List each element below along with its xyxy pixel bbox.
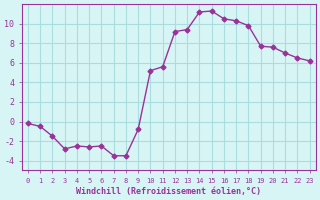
X-axis label: Windchill (Refroidissement éolien,°C): Windchill (Refroidissement éolien,°C) [76, 187, 261, 196]
